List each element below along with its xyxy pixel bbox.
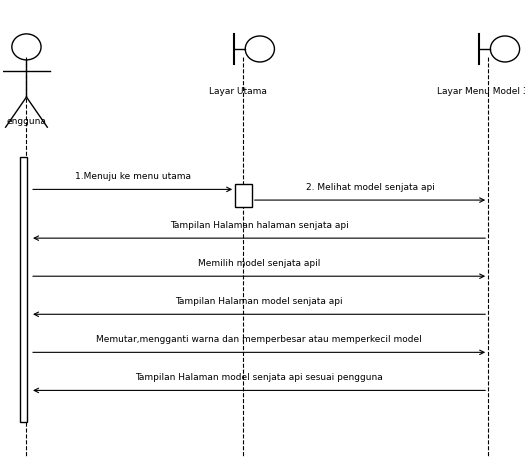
Text: Tampilan Halaman model senjata api: Tampilan Halaman model senjata api bbox=[175, 297, 343, 306]
Text: Memutar,mengganti warna dan memperbesar atau memperkecil model: Memutar,mengganti warna dan memperbesar … bbox=[96, 335, 422, 344]
Text: Layar Menu Model 3: Layar Menu Model 3 bbox=[437, 87, 526, 96]
Text: engguna: engguna bbox=[6, 117, 46, 127]
Text: Tampilan Halaman model senjata api sesuai pengguna: Tampilan Halaman model senjata api sesua… bbox=[135, 373, 383, 382]
Text: 2. Melihat model senjata api: 2. Melihat model senjata api bbox=[306, 183, 434, 192]
Bar bbox=[20, 157, 27, 422]
Text: Memilih model senjata apil: Memilih model senjata apil bbox=[198, 259, 320, 268]
Bar bbox=[235, 184, 252, 207]
Text: Tampilan Halaman halaman senjata api: Tampilan Halaman halaman senjata api bbox=[170, 221, 349, 230]
Text: Layar Utama: Layar Utama bbox=[209, 87, 267, 96]
Text: 1.Menuju ke menu utama: 1.Menuju ke menu utama bbox=[75, 172, 190, 181]
